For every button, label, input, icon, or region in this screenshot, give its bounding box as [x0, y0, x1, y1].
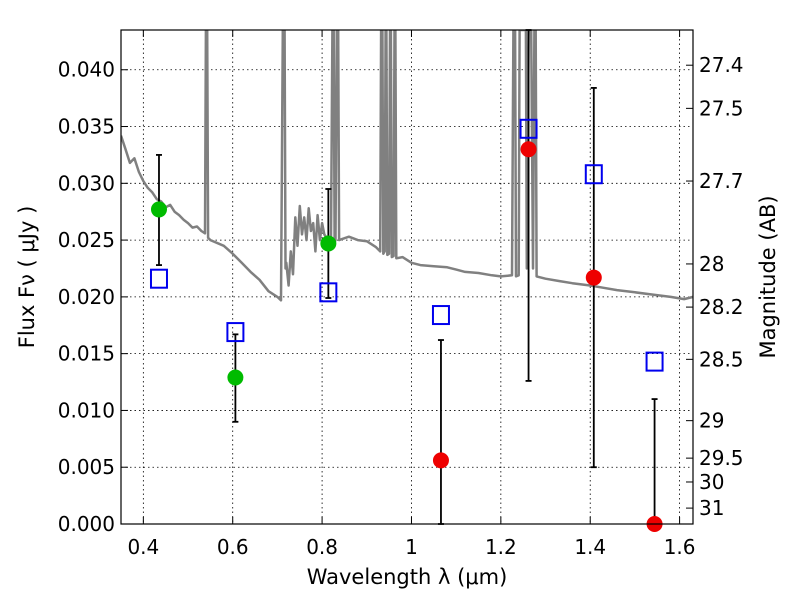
- y-tick-label: 0.020: [58, 285, 115, 309]
- open-square-marker: [519, 118, 538, 139]
- data-markers: [149, 118, 664, 532]
- x-tick-label: 0.8: [306, 535, 338, 559]
- right-tick-label: 27.4: [699, 53, 744, 77]
- y-tick-label: 0.030: [58, 171, 115, 195]
- filled-circle-marker: [520, 141, 537, 158]
- right-tick-label: 31: [699, 496, 724, 520]
- right-tick-label: 28.5: [699, 347, 744, 371]
- y-tick-label: 0.040: [58, 58, 115, 82]
- right-tick-label: 28.2: [699, 295, 744, 319]
- x-tick-label: 1.2: [485, 535, 517, 559]
- y-tick-label: 0.025: [58, 228, 115, 252]
- x-axis-label: Wavelength λ (μm): [307, 565, 508, 589]
- y-axis-label-right: Magnitude (AB): [756, 195, 780, 358]
- y-tick-label: 0.000: [58, 512, 115, 536]
- y-axis-label-left: Flux Fν ( μJy ): [15, 206, 39, 349]
- right-tick-label: 30: [699, 470, 724, 494]
- y-tick-label: 0.005: [58, 455, 115, 479]
- open-square-marker: [226, 322, 245, 343]
- x-tick-label: 0.6: [217, 535, 249, 559]
- filled-circle-marker: [150, 201, 167, 218]
- axis-ticks: [121, 30, 693, 525]
- y-tick-label: 0.010: [58, 398, 115, 422]
- plot-frame: [120, 29, 694, 525]
- open-square-marker: [645, 351, 664, 372]
- y-tick-label: 0.035: [58, 115, 115, 139]
- right-tick-label: 27.5: [699, 96, 744, 120]
- x-tick-label: 1.6: [664, 535, 696, 559]
- x-tick-label: 0.4: [127, 535, 159, 559]
- x-tick-label: 1.4: [574, 535, 606, 559]
- right-tick-label: 28: [699, 252, 724, 276]
- right-tick-label: 29.5: [699, 446, 744, 470]
- tick-labels: 0.4 0.6 0.8 1 1.2 1.4 1.6 0.000 0.005 0.010 0.015 0…: [58, 53, 744, 559]
- filled-circle-marker: [320, 235, 337, 252]
- open-square-marker: [584, 164, 603, 185]
- x-tick-label: 1: [405, 535, 418, 559]
- right-tick-label: 27.7: [699, 169, 744, 193]
- y-tick-label: 0.015: [58, 342, 115, 366]
- filled-circle-marker: [585, 269, 602, 286]
- open-square-marker: [319, 282, 338, 303]
- open-square-marker: [431, 305, 450, 326]
- right-tick-label: 29: [699, 409, 724, 433]
- filled-circle-marker: [227, 369, 244, 386]
- filled-circle-marker: [432, 452, 449, 469]
- open-square-marker: [149, 268, 168, 289]
